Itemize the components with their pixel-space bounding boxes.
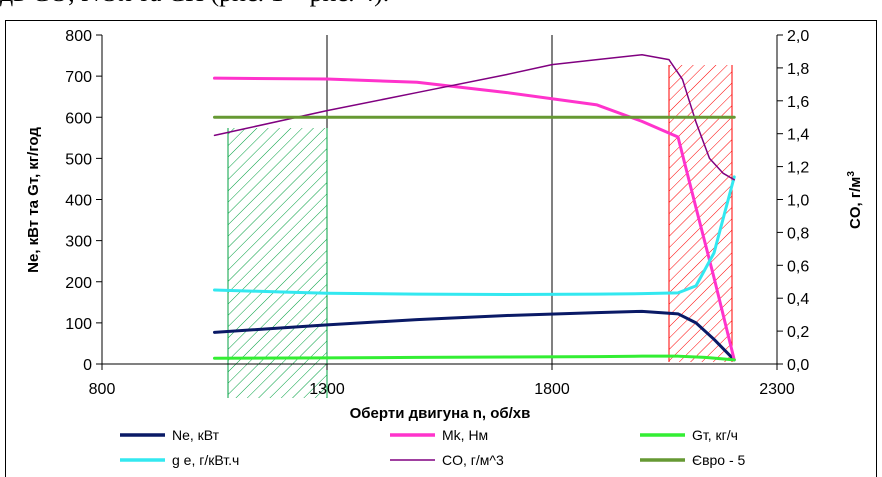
x-tick-label: 800 [89,381,116,398]
y-left-tick-label: 0 [83,357,92,374]
y-axis-left-title: Ne, кВт та Gт, кг/год [25,127,42,273]
x-tick-label: 2300 [759,381,795,398]
y-axis-right-title: CO, г/м3 [846,171,864,229]
y-right-tick-label: 2,0 [787,28,809,45]
y-axis-right-title-main: CO, г/м [847,177,864,229]
y-right-tick-label: 1,2 [787,160,809,177]
legend-label: Ne, кВт [172,427,220,443]
x-tick-label: 1800 [534,381,570,398]
legend-label: CO, г/м^3 [442,452,504,468]
legend-label: Mk, Нм [442,427,488,443]
y-axis-right-title-sup: 3 [846,171,857,177]
y-left-tick-label: 300 [65,234,92,251]
chart-frame [5,20,877,477]
series-line [213,76,736,362]
page-top-text: дв CO, NOx та CH (рис. 1 – рис. 4). [0,0,389,8]
y-left-tick-label: 700 [65,69,92,86]
y-left-tick-label: 400 [65,193,92,210]
y-right-tick-label: 0,0 [787,357,809,374]
series-line [213,175,736,296]
x-tick-label: 1300 [309,381,345,398]
series-line [213,309,736,362]
y-left-tick-label: 500 [65,151,92,168]
y-left-tick-label: 200 [65,275,92,292]
y-right-tick-label: 1,8 [787,61,809,78]
y-right-tick-label: 0,2 [787,324,809,341]
y-left-tick-label: 600 [65,110,92,127]
y-right-tick-label: 1,0 [787,193,809,210]
series-line [213,354,736,362]
series-line [213,53,735,181]
y-left-tick-label: 800 [65,28,92,45]
y-right-tick-label: 0,6 [787,258,809,275]
y-right-tick-label: 0,8 [787,225,809,242]
legend-label: Євро - 5 [692,452,746,468]
y-right-tick-label: 1,6 [787,94,809,111]
hatched-zone [228,128,327,398]
legend-label: g e, г/кВт.ч [172,452,239,468]
y-right-tick-label: 0,4 [787,291,809,308]
legend-label: Gт, кг/ч [692,427,738,443]
x-axis-title: Оберти двигуна n, об/хв [350,405,531,422]
y-left-tick-label: 100 [65,316,92,333]
y-right-tick-label: 1,4 [787,127,809,144]
